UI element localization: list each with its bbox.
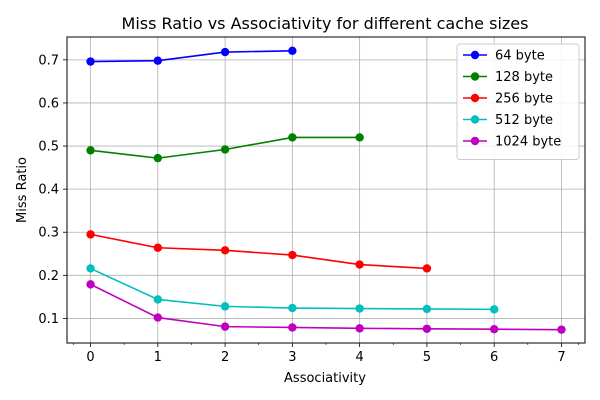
legend-marker <box>470 93 480 103</box>
data-point <box>288 46 297 55</box>
legend-item: 256 byte <box>463 92 553 107</box>
data-point <box>288 133 297 142</box>
axes: 0 1 2 3 4 5 6 7 0.1 0.2 0.3 0.4 0.5 0.6 0.7 <box>38 53 579 365</box>
data-point <box>288 303 297 313</box>
legend-marker <box>470 72 480 81</box>
data-point <box>355 324 364 333</box>
series-line <box>90 233 427 270</box>
data-point <box>86 264 95 273</box>
legend-label: 128 byte <box>495 70 553 85</box>
data-point <box>220 47 230 57</box>
legend-label: 256 byte <box>495 92 553 107</box>
y-tick-label: 0.6 <box>38 96 59 111</box>
data-point <box>153 153 163 163</box>
data-point <box>422 324 432 333</box>
data-point <box>288 323 297 332</box>
legend-item: 128 byte <box>463 70 553 85</box>
x-tick-label: 1 <box>154 350 162 365</box>
x-axis-label: Associativity <box>284 371 366 386</box>
data-point <box>86 230 95 239</box>
y-tick-label: 0.4 <box>38 183 59 198</box>
legend-label: 1024 byte <box>495 135 561 150</box>
plot-frame <box>66 36 586 344</box>
series-layer <box>86 46 566 334</box>
series-5 <box>86 280 566 334</box>
data-point <box>355 304 364 313</box>
series-3 <box>86 230 432 273</box>
legend-marker <box>470 50 480 60</box>
legend-marker <box>470 115 480 124</box>
series-line <box>90 283 562 331</box>
series-line <box>90 49 293 63</box>
y-tick-label: 0.3 <box>38 226 59 241</box>
chart-title: Miss Ratio vs Associativity for differen… <box>122 14 529 33</box>
legend-marker <box>470 136 480 146</box>
y-tick-label: 0.1 <box>38 312 59 327</box>
x-tick-label: 3 <box>288 350 296 365</box>
legend-box <box>456 43 580 160</box>
series-2 <box>86 133 364 163</box>
data-point <box>86 280 95 289</box>
legend-label: 64 byte <box>495 49 545 64</box>
data-point <box>422 264 432 273</box>
y-tick-label: 0.7 <box>38 53 59 68</box>
data-point <box>355 260 364 269</box>
x-tick-label: 4 <box>355 350 363 365</box>
data-point <box>220 246 230 255</box>
series-1 <box>86 46 297 66</box>
legend-label: 512 byte <box>495 113 553 128</box>
data-point <box>86 57 95 66</box>
data-point <box>288 250 297 260</box>
x-tick-label: 7 <box>557 350 565 365</box>
x-tick-label: 2 <box>221 350 229 365</box>
data-point <box>153 243 163 252</box>
data-point <box>153 56 163 65</box>
y-tick-label: 0.5 <box>38 140 59 155</box>
x-tick-label: 6 <box>490 350 498 365</box>
y-axis-label: Miss Ratio <box>15 157 30 223</box>
y-tick-label: 0.2 <box>38 269 59 284</box>
data-point <box>422 304 432 314</box>
data-point <box>220 302 230 311</box>
data-point <box>220 322 230 331</box>
x-tick-label: 0 <box>86 350 94 365</box>
legend-item: 1024 byte <box>463 135 561 150</box>
series-4 <box>86 264 499 314</box>
data-point <box>557 325 566 334</box>
legend-item: 64 byte <box>463 49 545 64</box>
data-point <box>220 145 230 154</box>
data-point <box>153 295 163 304</box>
data-point <box>153 313 163 322</box>
legend: 64 byte 128 byte 256 byte 512 byte 1024 byte <box>456 43 580 160</box>
data-point <box>489 325 499 334</box>
legend-item: 512 byte <box>463 113 553 128</box>
data-point <box>86 146 95 155</box>
x-tick-label: 5 <box>423 350 431 365</box>
data-point <box>489 305 499 314</box>
data-point <box>355 133 364 142</box>
